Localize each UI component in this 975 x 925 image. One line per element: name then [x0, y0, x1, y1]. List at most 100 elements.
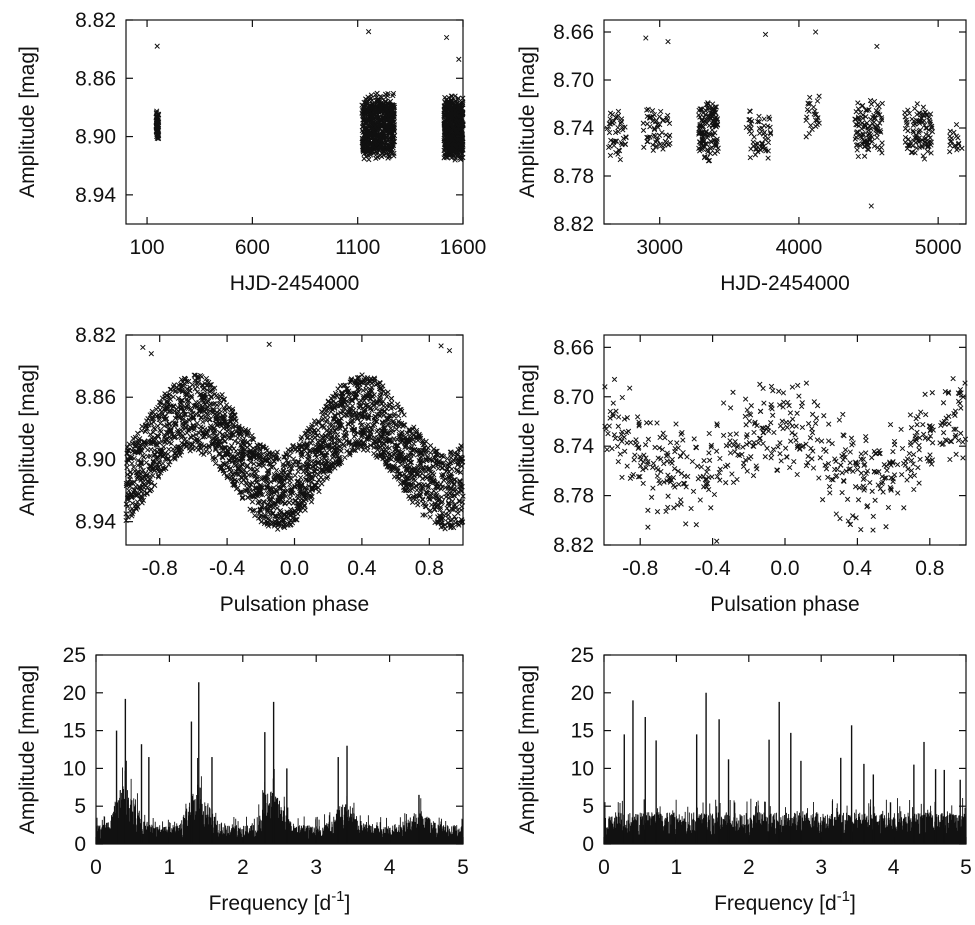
data-point [206, 449, 213, 456]
y-tick-label: 8.74 [553, 117, 594, 140]
data-point [143, 459, 150, 466]
data-point [356, 405, 362, 411]
data-point [806, 130, 812, 137]
data-point [794, 471, 800, 478]
y-axis-title: Amplitude [mag] [16, 364, 39, 516]
data-point [368, 146, 375, 152]
data-point [659, 129, 665, 136]
data-point [717, 455, 723, 462]
data-point [641, 144, 647, 150]
data-point [654, 420, 660, 426]
data-point [154, 133, 161, 139]
data-point [640, 127, 647, 133]
data-point [768, 455, 774, 461]
data-point [786, 419, 793, 426]
data-point [778, 458, 784, 464]
data-point [286, 499, 292, 506]
data-point [812, 29, 819, 35]
data-point [914, 422, 920, 428]
data-point [858, 526, 864, 533]
data-point [906, 450, 912, 457]
data-point [880, 489, 886, 495]
data-point [376, 133, 382, 140]
data-point [645, 507, 651, 513]
data-point [365, 29, 372, 35]
data-point [803, 380, 810, 386]
data-point [911, 486, 917, 493]
data-point [871, 98, 878, 105]
panel-light-curve-left: 100 600 1100 16008.828.868.908.94HJD-245400… [16, 9, 486, 295]
data-point [709, 474, 715, 480]
data-point [388, 109, 394, 115]
data-point [379, 150, 386, 156]
data-point [879, 140, 885, 146]
data-marks [604, 29, 965, 209]
data-point [366, 156, 372, 163]
data-point [148, 351, 154, 357]
data-point [809, 456, 815, 462]
data-point [606, 423, 612, 429]
x-tick-label: 1100 [335, 236, 380, 259]
data-point [675, 445, 681, 451]
data-point [779, 418, 785, 424]
data-point [246, 472, 252, 478]
data-point [378, 94, 385, 100]
data-point [870, 513, 876, 520]
data-point [826, 483, 833, 490]
data-point [367, 96, 374, 102]
data-point [124, 464, 130, 471]
data-point [435, 465, 441, 472]
data-point [887, 421, 894, 428]
data-point [691, 436, 697, 442]
data-point [761, 400, 767, 406]
data-point [325, 412, 331, 419]
data-point [744, 468, 750, 474]
data-point [612, 435, 619, 441]
data-point [364, 130, 370, 136]
data-point [374, 90, 380, 96]
data-point [414, 499, 421, 505]
data-point [678, 501, 684, 507]
data-point [768, 383, 775, 390]
data-point [899, 445, 906, 452]
data-point [643, 420, 650, 426]
data-point [361, 156, 367, 162]
data-point [126, 488, 132, 494]
y-tick-label: 8.86 [75, 67, 116, 90]
data-point [952, 408, 959, 414]
data-point [854, 147, 860, 153]
data-point [762, 31, 769, 38]
data-point [448, 155, 455, 161]
data-point [427, 514, 433, 520]
data-point [219, 392, 225, 398]
data-point [868, 203, 874, 209]
data-point [867, 97, 874, 104]
data-point [929, 440, 936, 446]
data-point [916, 480, 922, 486]
data-point [617, 451, 623, 457]
data-point [607, 152, 614, 159]
data-point [604, 446, 610, 453]
data-point [244, 444, 250, 450]
data-point [155, 122, 161, 129]
data-point [427, 450, 434, 456]
y-tick-label: 8.94 [75, 184, 116, 207]
data-point [443, 34, 450, 41]
data-point [374, 428, 380, 435]
data-point [814, 98, 821, 104]
data-point [683, 521, 689, 527]
data-point [391, 474, 398, 480]
data-point [369, 133, 375, 140]
data-point [391, 150, 397, 157]
data-point [959, 145, 965, 151]
data-point [899, 471, 905, 478]
data-point [816, 475, 822, 481]
data-point [748, 454, 754, 460]
x-tick-label: -0.4 [209, 557, 246, 580]
data-point [455, 95, 461, 101]
data-point [371, 107, 377, 114]
data-point [615, 108, 622, 115]
data-point [953, 451, 959, 457]
data-point [395, 404, 401, 410]
x-axis-title: HJD-2454000 [720, 272, 850, 295]
